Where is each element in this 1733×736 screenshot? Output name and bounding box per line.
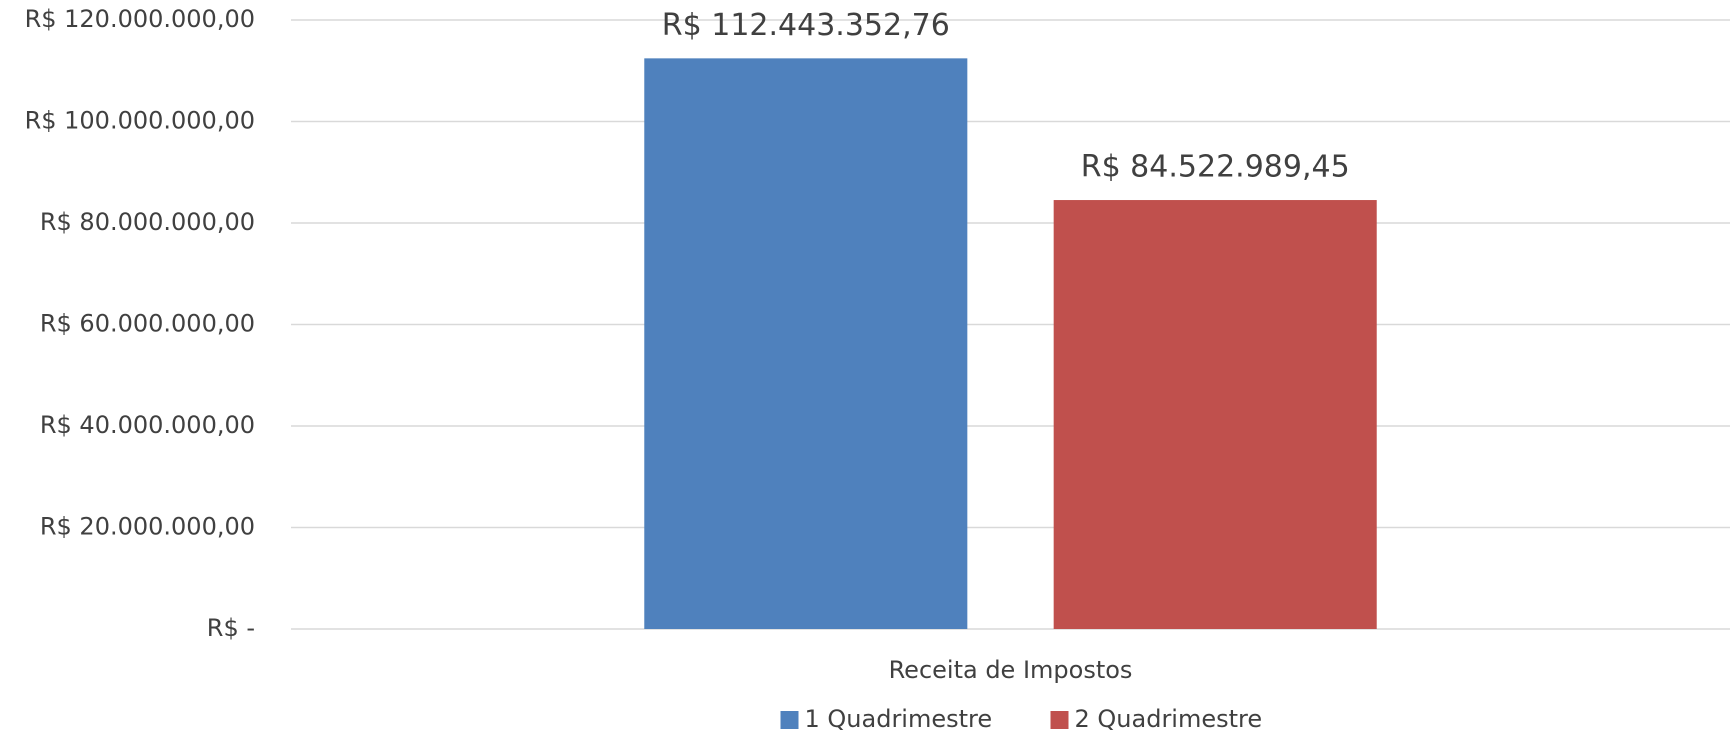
data-label: R$ 112.443.352,76 [662, 8, 950, 43]
bar [1053, 200, 1377, 629]
y-tick-label: R$ 120.000.000,00 [25, 5, 255, 33]
y-tick-label: R$ 20.000.000,00 [40, 513, 255, 541]
legend-label: 2 Quadrimestre [1075, 705, 1263, 733]
x-tick-label: Receita de Impostos [889, 656, 1133, 684]
data-label: R$ 84.522.989,45 [1081, 150, 1350, 185]
bar [644, 58, 968, 630]
legend-swatch [780, 711, 799, 729]
y-tick-label: R$ 40.000.000,00 [40, 411, 255, 439]
legend-label: 1 Quadrimestre [805, 705, 993, 733]
y-tick-label: R$ 80.000.000,00 [40, 208, 255, 236]
legend-swatch [1050, 711, 1069, 729]
y-tick-label: R$ 60.000.000,00 [40, 310, 255, 338]
y-tick-label: R$ 100.000.000,00 [25, 107, 255, 135]
y-tick-label: R$ - [207, 614, 255, 642]
